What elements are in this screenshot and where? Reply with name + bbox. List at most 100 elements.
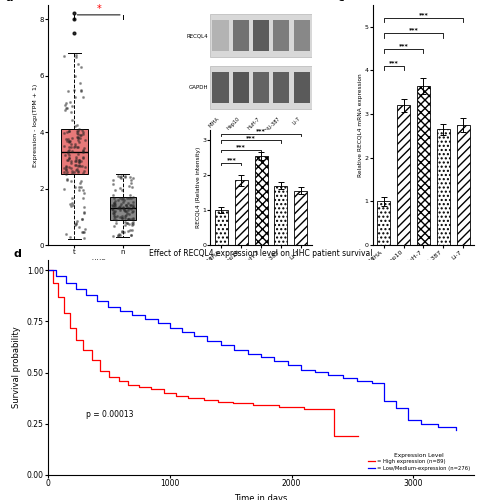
Point [76,179,83,187]
Text: *: * [96,4,101,14]
Text: GAPDH: GAPDH [189,85,208,90]
Point [71,161,79,169]
Point [74,126,81,134]
Y-axis label: Survival probability: Survival probability [12,326,21,408]
Point [109,202,117,210]
Point [78,228,86,236]
Point [62,162,69,170]
Bar [294,191,307,245]
Point [117,200,125,207]
Point [63,156,71,164]
Point [75,158,82,166]
Bar [294,20,310,51]
Point [79,214,86,222]
Point [72,54,80,62]
Point [74,60,81,68]
Point [76,79,84,87]
Point [118,214,125,222]
Point [77,183,85,191]
Point [112,216,119,224]
Point [68,134,76,141]
Point [125,194,133,202]
Point [64,146,72,154]
Point [125,199,132,207]
Bar [377,202,390,245]
Point [70,168,78,175]
Point [68,140,75,148]
Point [72,166,80,174]
Point [123,194,131,202]
Point [129,204,137,212]
Point [61,100,68,108]
Text: a: a [5,0,13,3]
Point [60,129,68,137]
Point [70,15,78,23]
Point [74,136,81,143]
Text: d: d [14,249,22,259]
Point [71,92,79,100]
Point [65,87,72,95]
Point [81,136,89,143]
Point [67,202,74,210]
Point [125,210,133,218]
Point [129,198,137,206]
Point [127,194,135,202]
Point [80,189,88,197]
Bar [274,186,287,245]
Point [126,226,134,234]
Point [127,231,135,239]
Point [116,213,124,221]
Point [128,226,136,234]
Point [68,194,76,202]
Point [67,158,75,166]
Point [127,176,135,184]
Point [63,104,70,112]
Text: SNU-387: SNU-387 [262,116,281,134]
Point [77,162,84,170]
Point [116,194,124,202]
Point [75,183,82,191]
Point [125,206,132,214]
Point [74,133,81,141]
Point [121,214,128,222]
Point [74,134,82,142]
Point [110,222,118,230]
Point [119,204,126,212]
Point [111,214,118,222]
Bar [235,180,248,245]
Point [111,202,118,209]
Point [77,86,85,94]
Point [68,199,76,207]
Point [71,183,79,191]
Point [64,135,71,143]
Point [63,168,70,176]
Text: ***: *** [236,144,246,150]
Point [115,204,123,212]
Point [129,203,137,211]
Point [65,164,73,172]
Point [68,178,75,186]
Point [123,201,130,209]
Point [110,180,117,188]
Point [67,156,75,164]
Point [113,218,120,226]
Point [60,142,68,150]
Point [128,220,136,228]
Point [74,168,82,176]
Bar [233,72,249,103]
Point [66,127,73,135]
Point [127,200,135,208]
Point [125,214,133,222]
Point [78,162,85,170]
Point [81,225,89,233]
Point [80,154,87,162]
Point [121,173,129,181]
Point [120,206,128,214]
Point [127,232,135,239]
PathPatch shape [61,129,88,174]
Point [118,195,125,203]
Point [73,122,81,130]
Point [110,200,117,207]
Text: ***: *** [419,12,428,17]
Point [118,186,126,194]
